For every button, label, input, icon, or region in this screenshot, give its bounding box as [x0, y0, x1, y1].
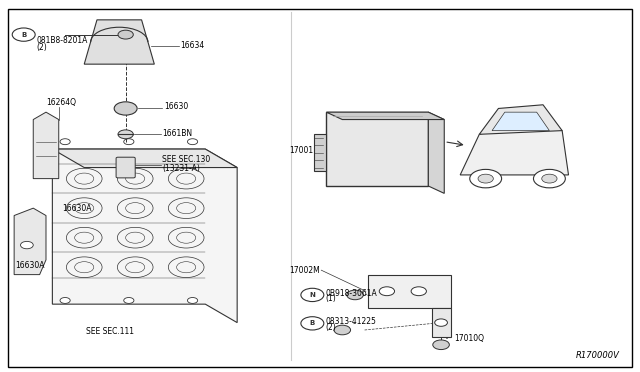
Text: 17010Q: 17010Q [454, 334, 484, 343]
Text: 08313-41225: 08313-41225 [325, 317, 376, 326]
Circle shape [188, 139, 198, 145]
Polygon shape [431, 308, 451, 337]
Circle shape [334, 325, 351, 335]
Circle shape [478, 174, 493, 183]
Circle shape [433, 340, 449, 350]
Circle shape [411, 287, 426, 296]
Text: 17001: 17001 [289, 147, 314, 155]
Circle shape [124, 139, 134, 145]
Circle shape [60, 298, 70, 304]
Text: (2): (2) [325, 323, 336, 331]
Circle shape [435, 319, 447, 326]
Circle shape [470, 169, 502, 188]
Circle shape [541, 174, 557, 183]
Text: SEE SEC.130: SEE SEC.130 [162, 155, 210, 164]
Polygon shape [52, 149, 237, 167]
Text: 16630A: 16630A [62, 203, 92, 213]
Circle shape [347, 290, 364, 300]
Polygon shape [84, 20, 154, 64]
Text: SEE SEC.111: SEE SEC.111 [86, 327, 134, 336]
Polygon shape [314, 134, 326, 171]
Text: 16634: 16634 [180, 41, 204, 50]
Circle shape [301, 317, 324, 330]
Circle shape [114, 102, 137, 115]
Circle shape [12, 28, 35, 41]
Text: 17002M: 17002M [289, 266, 320, 275]
Polygon shape [460, 119, 568, 175]
Text: (2): (2) [36, 43, 47, 52]
Text: 16630: 16630 [164, 102, 188, 111]
Polygon shape [52, 149, 237, 323]
Text: (13231-A): (13231-A) [162, 164, 200, 173]
FancyBboxPatch shape [368, 275, 451, 308]
Text: R170000V: R170000V [575, 351, 620, 360]
Circle shape [380, 287, 394, 296]
Circle shape [124, 298, 134, 304]
Circle shape [118, 130, 133, 139]
Polygon shape [33, 112, 59, 179]
Polygon shape [326, 112, 444, 119]
Text: B: B [21, 32, 26, 38]
Circle shape [20, 241, 33, 249]
Text: N: N [309, 292, 316, 298]
Text: 081B8-8201A: 081B8-8201A [36, 36, 88, 45]
FancyBboxPatch shape [326, 112, 428, 186]
Polygon shape [428, 112, 444, 193]
Text: 16630A: 16630A [15, 261, 45, 270]
Text: 1661BN: 1661BN [162, 129, 192, 138]
Circle shape [118, 30, 133, 39]
Polygon shape [479, 105, 562, 134]
Text: 0B918-3061A: 0B918-3061A [325, 289, 377, 298]
Text: B: B [310, 320, 315, 326]
Text: 16264Q: 16264Q [46, 99, 76, 108]
FancyBboxPatch shape [116, 157, 135, 178]
Polygon shape [492, 112, 549, 131]
Polygon shape [14, 208, 46, 275]
Circle shape [534, 169, 565, 188]
Circle shape [60, 139, 70, 145]
Text: (1): (1) [325, 294, 336, 303]
Circle shape [188, 298, 198, 304]
Circle shape [301, 288, 324, 302]
